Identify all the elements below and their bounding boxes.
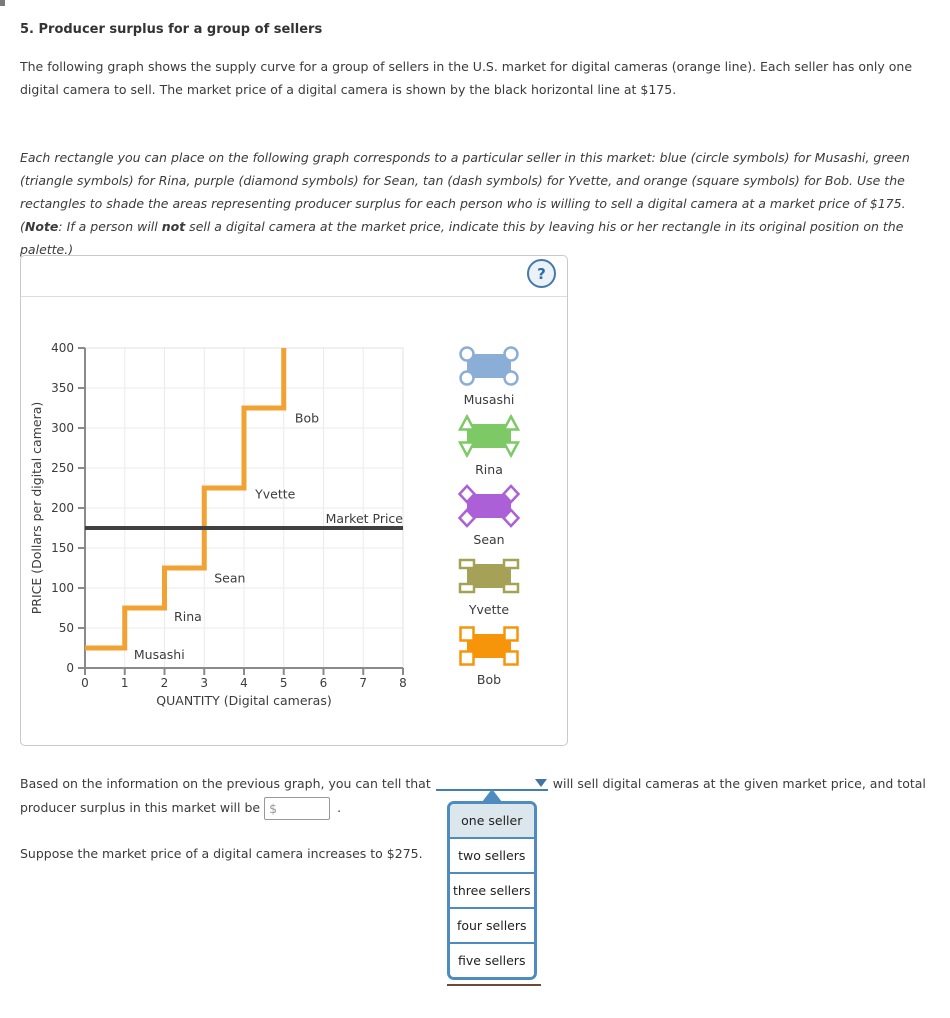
question-sentence-2: producer surplus in this market will be $… (20, 795, 341, 820)
palette-rectangle-musashi[interactable]: Musashi (437, 344, 541, 408)
palette-rectangle-yvette[interactable]: Yvette (437, 554, 541, 618)
seller-palette: Musashi Rina Sean Yvette Bob (437, 344, 541, 694)
chart-label-rina: Rina (174, 609, 202, 624)
graph-panel-header: ? (21, 256, 567, 297)
square-handles-icon (459, 626, 519, 666)
currency-symbol: $ (269, 801, 278, 816)
dropdown-option-one-seller[interactable]: one seller (449, 804, 534, 837)
svg-text:400: 400 (51, 341, 74, 355)
palette-rectangle-bob[interactable]: Bob (437, 624, 541, 688)
instructions-emphasis: not (161, 219, 186, 234)
secondary-underline (446, 984, 541, 986)
x-axis-label: QUANTITY (Digital cameras) (156, 693, 331, 708)
page-title: 5. Producer surplus for a group of selle… (20, 22, 323, 37)
dropdown-option-four-sellers[interactable]: four sellers (449, 907, 534, 942)
supply-chart: 0 50 100 150 200 250 300 350 400 0 1 2 3 4 5 6 7 8 Musashi… (29, 341, 407, 708)
triangle-handles-icon (457, 414, 521, 458)
chevron-down-icon (534, 779, 547, 787)
svg-text:300: 300 (51, 421, 74, 435)
instructions-part1: Each rectangle you can place on the foll… (20, 150, 910, 234)
corner-artifact (0, 0, 5, 6)
y-axis-label: PRICE (Dollars per digital camera) (29, 402, 44, 615)
palette-rectangle-sean[interactable]: Sean (437, 484, 541, 548)
question-mark-icon: ? (537, 264, 546, 283)
circle-handles-icon (459, 346, 519, 386)
diamond-handles-icon (457, 484, 521, 528)
surplus-text-before: producer surplus in this market will be (20, 800, 261, 815)
palette-label-sean: Sean (473, 532, 505, 547)
sentence-period: . (337, 800, 342, 815)
svg-text:150: 150 (51, 541, 74, 555)
dropdown-option-three-sellers[interactable]: three sellers (449, 872, 534, 907)
instructions-note-label: Note (24, 219, 59, 234)
svg-text:200: 200 (51, 501, 74, 515)
chart-label-sean: Sean (214, 570, 245, 585)
instructions-paragraph: Each rectangle you can place on the foll… (20, 146, 944, 261)
palette-rectangle-rina[interactable]: Rina (437, 414, 541, 478)
question-sentence-1: Based on the information on the previous… (20, 774, 926, 986)
svg-text:2: 2 (161, 676, 169, 690)
svg-text:0: 0 (66, 661, 74, 675)
intro-paragraph: The following graph shows the supply cur… (20, 59, 913, 97)
palette-label-musashi: Musashi (463, 392, 515, 407)
palette-label-yvette: Yvette (468, 602, 510, 617)
svg-text:50: 50 (59, 621, 74, 635)
chart-area: 0 50 100 150 200 250 300 350 400 0 1 2 3 4 5 6 7 8 Musashi… (21, 296, 568, 750)
palette-label-bob: Bob (476, 672, 502, 687)
help-button[interactable]: ? (527, 259, 556, 288)
chart-label-bob: Bob (295, 410, 319, 425)
surplus-input[interactable]: $ (264, 797, 331, 820)
dash-handles-icon (458, 558, 520, 594)
dropdown-option-two-sellers[interactable]: two sellers (449, 837, 534, 872)
svg-text:100: 100 (51, 581, 74, 595)
svg-text:5: 5 (280, 676, 288, 690)
dropdown-popup: one seller two sellers three sellers four s… (446, 789, 541, 986)
svg-text:6: 6 (320, 676, 328, 690)
svg-text:0: 0 (81, 676, 89, 690)
svg-text:7: 7 (359, 676, 367, 690)
dropdown-option-list: one seller two sellers three sellers four s… (446, 801, 537, 980)
instructions-part2: : If a person will (58, 219, 162, 234)
seller-count-dropdown[interactable]: one seller two sellers three sellers four s… (435, 774, 548, 986)
question-text-after: will sell digital cameras at the given m… (552, 776, 926, 791)
svg-text:3: 3 (200, 676, 208, 690)
svg-text:4: 4 (240, 676, 248, 690)
caret-up-icon (481, 789, 502, 802)
supply-curve (85, 348, 287, 651)
svg-text:350: 350 (51, 381, 74, 395)
chart-label-yvette: Yvette (254, 486, 296, 501)
instructions-part3: sell a digital camera at the market pric… (20, 219, 904, 257)
svg-text:8: 8 (399, 676, 407, 690)
dropdown-option-five-sellers[interactable]: five sellers (449, 942, 534, 977)
palette-label-rina: Rina (475, 462, 503, 477)
graph-panel: ? 0 50 100 150 200 250 300 350 400 0 1 2 3 4 5 6 7 8 Musas… (20, 255, 568, 746)
question-text-before: Based on the information on the previous… (20, 776, 431, 791)
svg-text:250: 250 (51, 461, 74, 475)
chart-label-musashi: Musashi (134, 647, 185, 662)
svg-text:1: 1 (121, 676, 129, 690)
chart-label-market-price: Market Price (326, 511, 404, 526)
followup-sentence: Suppose the market price of a digital ca… (20, 846, 423, 861)
